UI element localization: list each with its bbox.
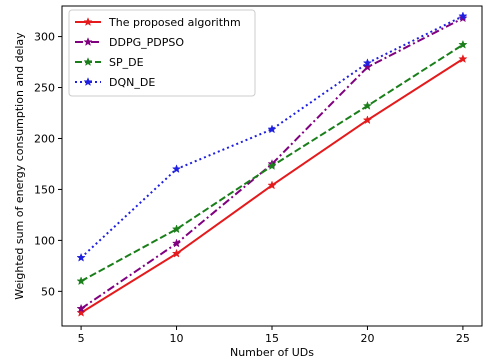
y-tick-label: 250 xyxy=(34,82,55,95)
data-point xyxy=(171,164,182,174)
x-tick-label: 10 xyxy=(170,332,184,345)
legend: The proposed algorithm DDPG_PDPSO SP_DE DQN… xyxy=(68,9,256,97)
data-point xyxy=(171,238,182,248)
data-point xyxy=(76,252,86,262)
series-line xyxy=(80,17,464,310)
legend-item: The proposed algorithm xyxy=(75,16,241,29)
data-point xyxy=(76,303,86,313)
x-tick-label: 5 xyxy=(78,332,85,345)
series-3 xyxy=(76,39,468,286)
legend-item: DDPG_PDPSO xyxy=(75,36,184,49)
y-tick-label: 200 xyxy=(34,132,55,145)
x-axis: 5 10 15 20 25 xyxy=(78,326,470,345)
y-axis-label: Weighted sum of energy consumption and d… xyxy=(13,32,26,300)
series-1 xyxy=(76,54,468,317)
data-point xyxy=(458,11,468,21)
y-axis: 50 100 150 200 250 300 xyxy=(34,31,62,298)
series-line xyxy=(80,15,464,259)
x-tick-label: 15 xyxy=(265,332,279,345)
series-4 xyxy=(76,11,468,262)
data-point xyxy=(267,124,277,134)
legend-label: DQN_DE xyxy=(109,76,155,89)
data-point xyxy=(267,161,277,170)
data-point xyxy=(76,276,86,286)
data-point xyxy=(362,100,373,110)
x-tick-label: 20 xyxy=(360,332,374,345)
data-point xyxy=(362,115,373,125)
legend-marker xyxy=(83,17,93,26)
data-point xyxy=(171,248,182,258)
data-point xyxy=(267,180,277,190)
x-tick-label: 25 xyxy=(456,332,470,345)
data-point xyxy=(76,307,86,317)
x-axis-label: Number of UDs xyxy=(230,346,314,359)
data-point xyxy=(362,58,373,68)
y-tick-label: 50 xyxy=(41,285,55,298)
legend-item: DQN_DE xyxy=(75,76,155,89)
y-tick-label: 150 xyxy=(34,183,55,196)
legend-marker xyxy=(83,37,93,46)
data-point xyxy=(458,54,468,63)
y-tick-label: 100 xyxy=(34,234,55,247)
legend-box xyxy=(68,9,256,97)
legend-label: SP_DE xyxy=(109,56,144,69)
y-tick-label: 300 xyxy=(34,31,55,44)
plot-area xyxy=(76,11,468,317)
legend-item: SP_DE xyxy=(75,56,144,69)
legend-marker xyxy=(83,77,93,86)
legend-label: The proposed algorithm xyxy=(108,16,241,29)
data-point xyxy=(171,224,182,234)
legend-label: DDPG_PDPSO xyxy=(109,36,184,49)
data-point xyxy=(458,39,468,49)
legend-marker xyxy=(83,57,93,66)
